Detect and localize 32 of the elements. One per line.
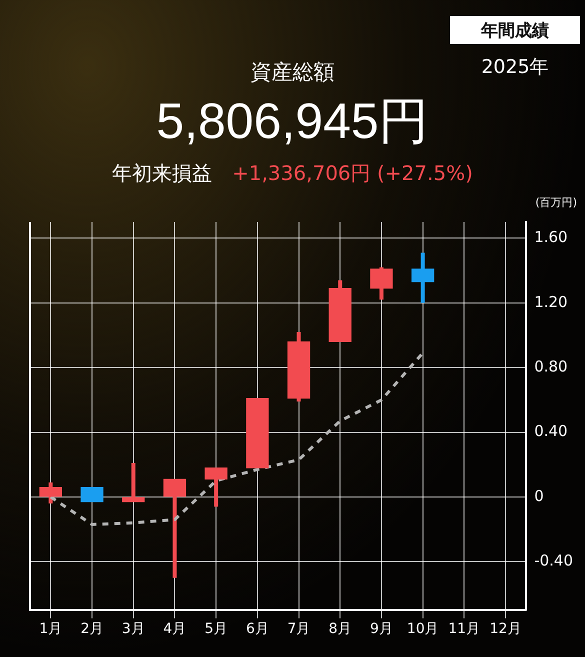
x-tick-label: 2月 (80, 621, 104, 638)
candlestick (204, 468, 228, 507)
x-tick-label: 11月 (448, 621, 480, 638)
candlestick (122, 463, 145, 502)
text: +1,336,706円 (+27.5%) (232, 161, 473, 185)
x-tick-label: 1月 (39, 621, 62, 638)
x-tick-label: 5月 (204, 621, 228, 638)
text: 年初来損益 (112, 161, 212, 185)
y-tick-label: -0.40 (534, 552, 573, 570)
candlestick (370, 267, 393, 300)
x-tick-label: 4月 (163, 621, 186, 638)
x-tick-label: 6月 (246, 621, 269, 638)
candlestick (39, 482, 62, 504)
x-tick-label: 8月 (328, 621, 352, 638)
chart-subtitle: 5,806,945円 (155, 92, 430, 151)
x-tick-label: 9月 (370, 621, 393, 638)
candlestick (411, 252, 434, 303)
x-tick-label: 12月 (490, 621, 522, 638)
x-tick-label: 3月 (122, 621, 145, 638)
y-tick-label: 0 (534, 486, 544, 505)
y-axis-title: (百万円) (535, 195, 577, 210)
y-tick-label: 1.60 (534, 228, 568, 246)
x-tick-label: 10月 (406, 621, 439, 638)
text: 2025年 (480, 55, 550, 80)
text: 年間成績 (450, 16, 580, 44)
y-tick-label: 0.40 (534, 422, 568, 440)
candlestick (163, 478, 186, 578)
x-tick-label: 7月 (287, 621, 310, 638)
candlestick (80, 486, 104, 502)
y-tick-label: 0.80 (534, 357, 568, 376)
y-tick-label: 1.20 (534, 292, 568, 311)
chart-title: 資産総額 (250, 60, 334, 84)
